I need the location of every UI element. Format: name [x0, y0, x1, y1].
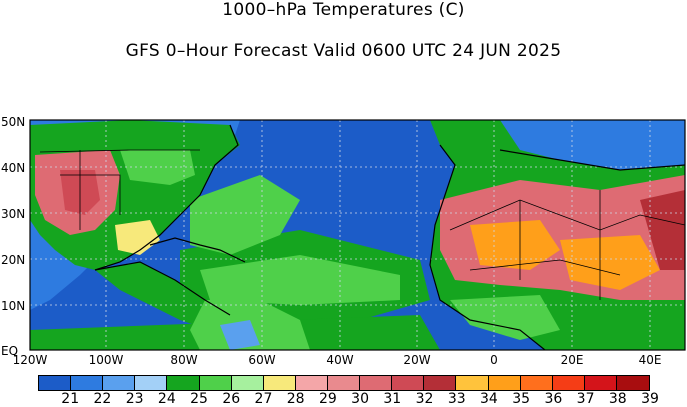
chart-title: 1000–hPa Temperatures (C)	[222, 0, 465, 20]
colorbar-swatch	[616, 376, 650, 390]
chart-subtitle: GFS 0–Hour Forecast Valid 0600 UTC 24 JU…	[125, 41, 562, 61]
lon-label: 0	[490, 353, 498, 367]
colorbar-label: 36	[544, 391, 563, 407]
lat-label: 10N	[1, 299, 26, 313]
lat-label: 20N	[1, 253, 26, 267]
colorbar-label: 39	[641, 391, 659, 407]
andes-cool-region	[220, 320, 260, 350]
colorbar-label: 31	[383, 391, 402, 407]
graticule	[30, 120, 685, 350]
colorbar-label: 29	[318, 391, 337, 407]
lon-label: 80W	[170, 353, 198, 367]
lat-label: 50N	[1, 115, 26, 129]
colorbar-swatch	[39, 376, 72, 390]
lon-label: 60W	[248, 353, 276, 367]
political-borders	[39, 149, 686, 300]
lon-label: 120W	[12, 353, 48, 367]
coastlines	[94, 124, 686, 351]
colorbar-label: 30	[351, 391, 370, 407]
gulf-coast-warm	[115, 220, 160, 255]
colorbar-swatch	[199, 376, 232, 390]
colorbar-swatch	[327, 376, 361, 390]
lon-label: 20W	[403, 353, 431, 367]
colorbar-label: 21	[61, 391, 80, 407]
europe-mediterranean-cool	[500, 120, 685, 170]
colorbar-label: 24	[157, 391, 176, 407]
colorbar-labels: 21 22 23 24 25 26 27 28 29 30 31 32 33 34 35 36 37 38 39	[38, 391, 659, 407]
colorbar-swatch	[167, 376, 200, 390]
colorbar-swatch	[231, 376, 264, 390]
colorbar-swatch	[584, 376, 617, 390]
map-frame	[29, 119, 686, 351]
colorbar-swatch	[295, 376, 328, 390]
colorbar-label: 25	[190, 391, 208, 407]
west-africa-mild	[450, 295, 560, 340]
colorbar	[38, 375, 650, 391]
colorbar-label: 23	[125, 391, 144, 407]
colorbar-swatch	[103, 376, 136, 390]
lon-label: 40E	[638, 353, 662, 367]
arabia-hot-core	[640, 190, 685, 270]
colorbar-swatch	[456, 376, 489, 390]
colorbar-label: 22	[93, 391, 112, 407]
colorbar-label: 27	[254, 391, 273, 407]
lat-label: EQ	[1, 344, 19, 358]
colorbar-label: 28	[286, 391, 305, 407]
colorbar-label: 26	[222, 391, 241, 407]
colorbar-label: 37	[576, 391, 595, 407]
colorbar-swatch	[263, 376, 296, 390]
tropical-atlantic-core	[200, 255, 400, 305]
lat-label: 30N	[1, 207, 26, 221]
colorbar-swatch	[552, 376, 585, 390]
colorbar-swatch	[135, 376, 168, 390]
colorbar-label: 34	[480, 391, 498, 407]
sahara-hot-core-west	[470, 220, 560, 270]
central-us-mild	[120, 150, 195, 185]
lon-label: 100W	[88, 353, 124, 367]
colorbar-swatch	[392, 376, 425, 390]
lon-label: 40W	[326, 353, 354, 367]
colorbar-swatch	[424, 376, 457, 390]
colorbar-swatch	[71, 376, 104, 390]
central-america-land	[95, 262, 230, 330]
colorbar-label: 38	[608, 391, 627, 407]
colorbar-swatch	[520, 376, 553, 390]
lon-label: 20E	[560, 353, 584, 367]
colorbar-label: 33	[447, 391, 466, 407]
colorbar-swatch	[360, 376, 393, 390]
colorbar-label: 35	[512, 391, 531, 407]
gulf-stream-warm-water	[190, 175, 300, 255]
colorbar-label: 32	[415, 391, 434, 407]
sahara-hot-core-east	[560, 235, 660, 290]
lat-label: 40N	[1, 161, 26, 175]
colorbar-swatch	[488, 376, 521, 390]
